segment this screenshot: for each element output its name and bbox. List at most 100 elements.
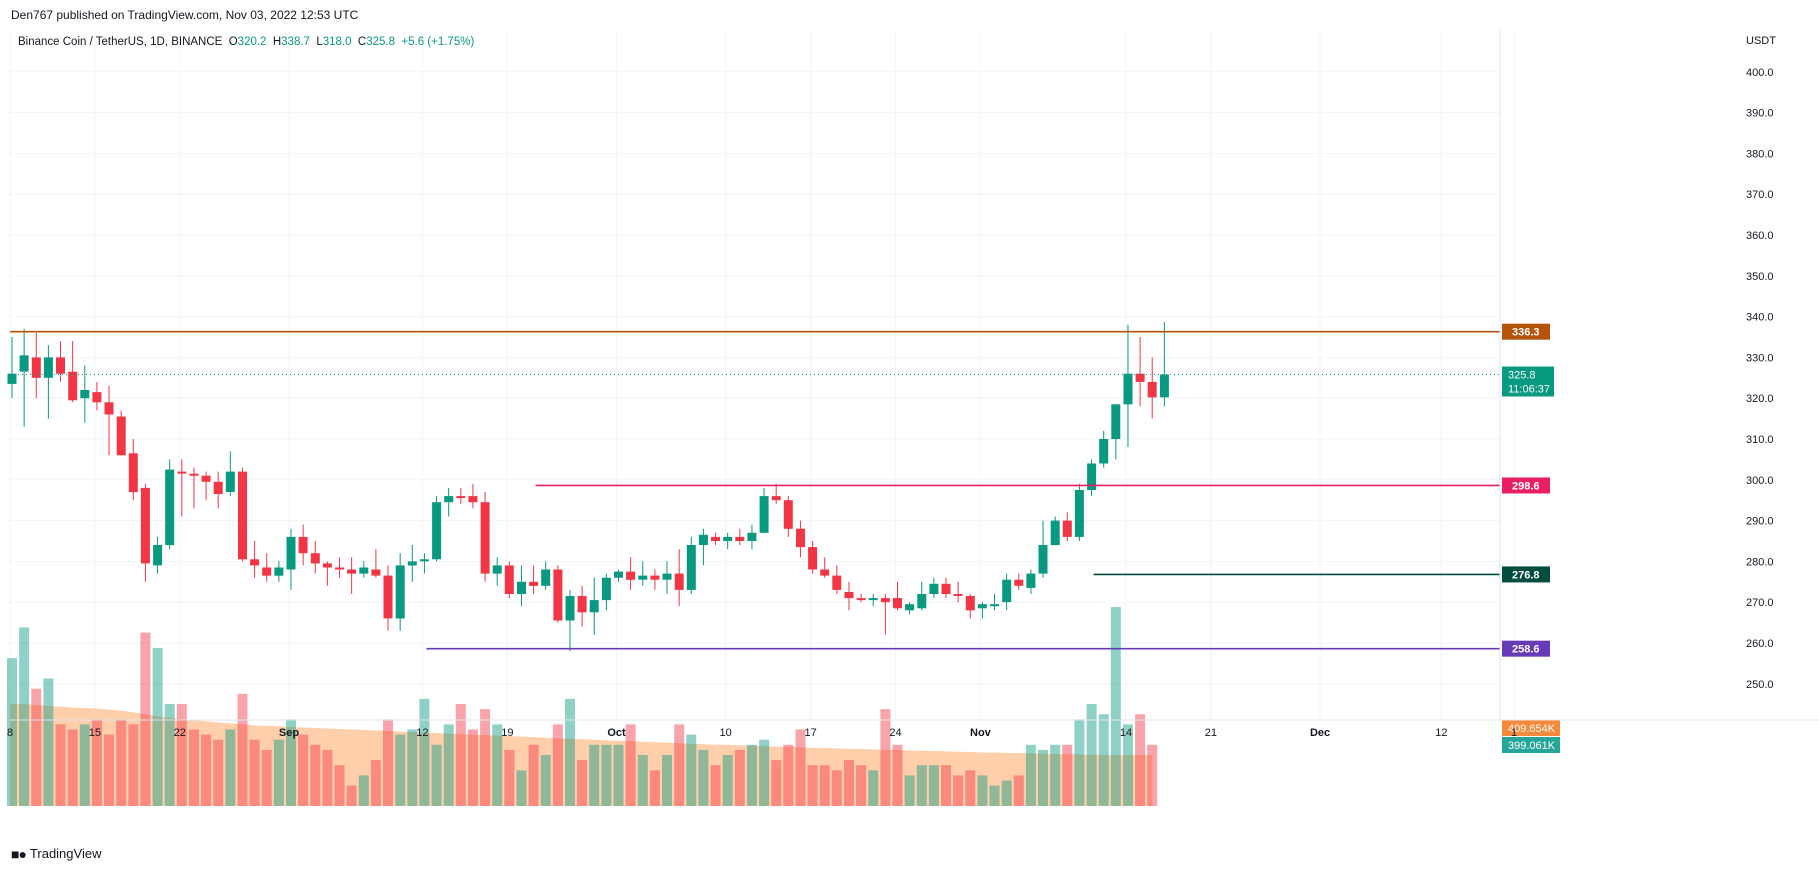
volume-bar <box>953 775 964 806</box>
volume-bar <box>43 678 54 806</box>
symbol-legend: Binance Coin / TetherUS, 1D, BINANCE O32… <box>18 34 474 50</box>
candle-body <box>262 567 272 576</box>
level-price-label: 258.6 <box>1512 644 1540 656</box>
price-chart[interactable]: 336.3 298.6 276.8 258.6 325.8 11:06:37 409.654… <box>0 0 1818 840</box>
tradingview-logo[interactable]: ■● TradingView <box>11 846 101 862</box>
candle-body <box>456 496 466 499</box>
candle-body <box>601 577 611 601</box>
horizontal-levels[interactable]: 336.3 298.6 276.8 258.6 325.8 11:06:37 409.654… <box>10 323 1560 753</box>
candle-body <box>783 500 793 529</box>
last-price-tag <box>1502 366 1554 397</box>
volume-bar <box>649 770 660 806</box>
volume-bar <box>383 719 393 806</box>
volume-bar <box>225 729 236 806</box>
volume-bar <box>504 749 515 806</box>
candle-body <box>856 598 866 601</box>
legend-low-value: 318.0 <box>322 36 352 48</box>
volume-bar <box>395 734 406 806</box>
candle-body <box>140 487 150 564</box>
volume-bar <box>104 734 114 806</box>
candle-body <box>711 536 720 541</box>
volume-bar <box>819 765 830 806</box>
candle-body <box>286 536 296 570</box>
volume-bar <box>237 693 248 806</box>
volume-bar <box>686 734 697 806</box>
volume-bar <box>637 755 648 806</box>
candle-body <box>407 561 417 566</box>
candle-body <box>444 496 454 503</box>
price-tick-label: 380.0 <box>1746 148 1774 160</box>
candle-body <box>238 471 247 560</box>
candle-body <box>735 536 745 541</box>
volume-bar <box>941 765 951 806</box>
candle-body <box>92 392 102 403</box>
tradingview-logo-icon: ■● <box>11 846 27 862</box>
time-tick-label: 15 <box>89 727 101 739</box>
time-tick-label: 24 <box>889 727 901 739</box>
price-tick-label: 330.0 <box>1746 352 1774 364</box>
candle-body <box>116 416 126 456</box>
volume-bar <box>601 744 612 806</box>
candle-body <box>1147 381 1157 398</box>
candle-body <box>480 502 490 574</box>
volume-bar <box>1062 744 1073 806</box>
candle-body <box>747 532 757 541</box>
candle-body <box>977 604 987 609</box>
publish-bar: Den767 published on TradingView.com, Nov… <box>0 0 1818 30</box>
price-axis[interactable]: USDT 250.0 260.0 270.0 280.0 290.0 300.0 310.0 3… <box>1499 30 1776 720</box>
candle-body <box>1159 374 1169 398</box>
price-tick-label: 270.0 <box>1746 597 1774 609</box>
candle-body <box>43 357 53 378</box>
price-tick-label: 300.0 <box>1746 475 1774 487</box>
candle-body <box>7 373 17 384</box>
candle-body <box>371 569 381 576</box>
legend-close-label: C <box>357 36 367 48</box>
volume-value-tag <box>1502 737 1560 753</box>
volume-bar <box>880 709 891 806</box>
candle-body <box>1074 490 1084 537</box>
time-tick-label: 12 <box>1435 727 1447 739</box>
candle-body <box>1038 545 1048 574</box>
volume-bar <box>310 744 321 806</box>
candle-body <box>577 596 587 613</box>
volume-bar <box>164 704 175 806</box>
footer-bar: ■● TradingView <box>0 840 1818 869</box>
volume-bar <box>407 729 418 806</box>
volume-bar <box>31 688 42 806</box>
volume-bar <box>55 724 66 806</box>
candle-body <box>298 536 308 554</box>
candle-body <box>419 559 429 562</box>
volume-bar <box>565 698 575 806</box>
volume-bar <box>370 760 381 806</box>
time-axis[interactable]: 8 15 22 Sep 12 19 Oct 10 17 24 Nov 14 21 Dec 12 1 <box>7 719 1818 739</box>
candle-body <box>1111 404 1121 439</box>
candle-body <box>504 565 514 594</box>
candle-body <box>1123 373 1133 405</box>
price-tick-label: 280.0 <box>1746 556 1774 568</box>
candle-body <box>1002 579 1012 603</box>
legend-symbol[interactable]: Binance Coin / TetherUS, 1D, BINANCE <box>18 36 223 48</box>
volume-bar <box>273 739 284 806</box>
price-tick-label: 290.0 <box>1746 516 1774 528</box>
volume-bar <box>613 744 624 806</box>
price-tick-label: 340.0 <box>1746 312 1774 324</box>
volume-bar <box>443 724 454 806</box>
volume-bar <box>128 724 139 806</box>
candle-body <box>929 583 939 594</box>
volume-bar <box>868 770 879 806</box>
volume-bar <box>1098 714 1109 806</box>
volume-bar <box>856 765 867 806</box>
candle-body <box>990 604 999 607</box>
candle-body <box>589 600 599 613</box>
price-tick-label: 370.0 <box>1746 189 1774 201</box>
candle-body <box>274 567 284 576</box>
candle-body <box>674 573 684 590</box>
candle-body <box>723 536 733 541</box>
legend-close-value: 325.8 <box>366 36 395 48</box>
candle-body <box>917 594 927 609</box>
volume-bar <box>249 739 260 806</box>
candle-body <box>383 575 393 619</box>
candle-body <box>880 598 890 603</box>
volume-bar <box>589 744 600 806</box>
volume-bar <box>783 744 794 806</box>
